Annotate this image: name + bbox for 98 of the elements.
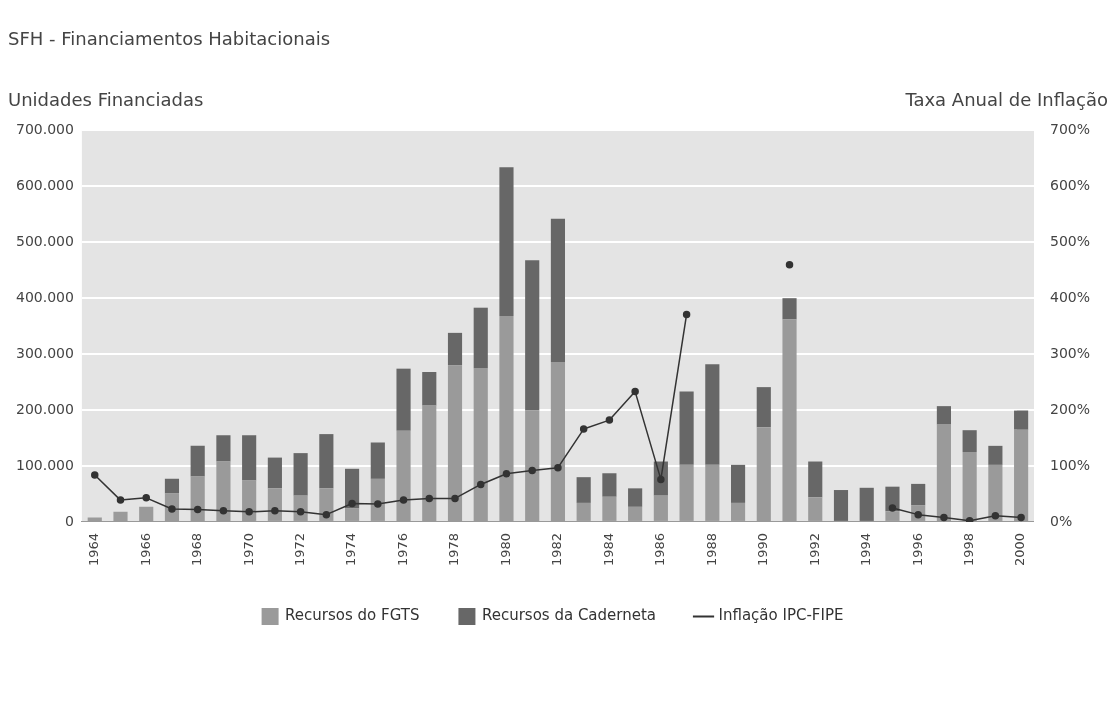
bar bbox=[808, 461, 823, 498]
y-tick-label: 700.000 bbox=[15, 121, 74, 138]
bar bbox=[396, 368, 411, 431]
bar bbox=[319, 434, 334, 489]
x-tick-label: 1972 bbox=[291, 532, 307, 567]
x-tick-label: 1992 bbox=[806, 532, 822, 567]
y2-tick-label: 0% bbox=[1049, 512, 1073, 529]
point bbox=[374, 500, 382, 508]
point bbox=[476, 480, 485, 489]
point bbox=[245, 508, 253, 516]
point bbox=[631, 387, 639, 396]
point bbox=[425, 494, 434, 503]
bar bbox=[190, 445, 205, 477]
bar bbox=[936, 406, 951, 425]
bar bbox=[422, 372, 437, 406]
x-tick-label: 1966 bbox=[137, 532, 153, 567]
point bbox=[528, 466, 536, 475]
bar bbox=[242, 435, 257, 481]
y2-axis-title: Taxa Anual de Inflação bbox=[905, 89, 1108, 110]
point bbox=[271, 506, 279, 515]
point bbox=[348, 499, 356, 508]
bar bbox=[164, 478, 180, 494]
x-tick-label: 1998 bbox=[961, 532, 977, 567]
point bbox=[682, 310, 691, 319]
y-tick-label: 0 bbox=[64, 512, 74, 529]
x-tick-label: 1968 bbox=[189, 532, 205, 567]
point bbox=[502, 470, 511, 478]
x-tick-label: 1988 bbox=[703, 532, 719, 567]
bar bbox=[756, 387, 771, 428]
bar bbox=[525, 260, 540, 411]
legend-label: Recursos do FGTS bbox=[285, 606, 420, 625]
x-tick-label: 1996 bbox=[909, 532, 925, 567]
y2-tick-label: 100% bbox=[1049, 456, 1091, 473]
y-axis-title: Unidades Financiadas bbox=[8, 89, 204, 110]
y-tick-label: 200.000 bbox=[15, 400, 74, 417]
point bbox=[785, 260, 794, 269]
bar bbox=[576, 477, 591, 503]
point bbox=[193, 505, 202, 514]
bar bbox=[730, 464, 746, 503]
y2-tick-label: 200% bbox=[1049, 400, 1091, 417]
bar bbox=[833, 490, 849, 521]
x-tick-label: 1976 bbox=[394, 532, 410, 567]
point bbox=[91, 471, 99, 479]
y2-tick-label: 600% bbox=[1049, 176, 1091, 193]
bar bbox=[550, 218, 566, 362]
bar bbox=[679, 391, 694, 465]
bar bbox=[267, 457, 282, 489]
bar bbox=[499, 167, 514, 317]
x-tick-label: 1986 bbox=[652, 532, 668, 567]
bar bbox=[988, 445, 1003, 465]
x-tick-label: 1994 bbox=[858, 532, 874, 567]
point bbox=[579, 425, 588, 433]
point bbox=[991, 512, 1000, 520]
point bbox=[451, 494, 459, 503]
y-tick-label: 500.000 bbox=[15, 232, 74, 249]
x-tick-label: 1982 bbox=[549, 532, 565, 567]
bar bbox=[1014, 410, 1029, 430]
bar bbox=[782, 298, 797, 320]
x-tick-label: 1980 bbox=[497, 532, 513, 567]
bar bbox=[473, 307, 488, 369]
bar bbox=[962, 430, 977, 452]
point bbox=[399, 496, 408, 504]
y-tick-label: 300.000 bbox=[15, 344, 74, 361]
point bbox=[554, 463, 562, 472]
bar bbox=[911, 483, 926, 506]
x-tick-label: 1978 bbox=[446, 532, 462, 567]
legend-label: Recursos da Caderneta bbox=[481, 606, 657, 625]
y2-tick-label: 300% bbox=[1049, 344, 1091, 361]
y2-tick-label: 400% bbox=[1049, 288, 1091, 305]
x-tick-label: 1974 bbox=[343, 532, 359, 567]
point bbox=[940, 513, 948, 522]
y-tick-label: 100.000 bbox=[15, 456, 74, 473]
bar bbox=[602, 473, 617, 497]
point bbox=[605, 416, 614, 424]
bar bbox=[628, 488, 643, 507]
x-tick-label: 1964 bbox=[86, 532, 102, 567]
y-tick-label: 400.000 bbox=[15, 288, 74, 305]
bar bbox=[705, 364, 720, 465]
y-tick-label: 600.000 bbox=[15, 176, 74, 193]
point bbox=[1017, 513, 1025, 522]
point bbox=[888, 504, 897, 512]
point bbox=[142, 494, 150, 502]
bar bbox=[859, 487, 874, 521]
point bbox=[219, 506, 228, 515]
x-tick-label: 1984 bbox=[600, 532, 616, 567]
y2-tick-label: 500% bbox=[1049, 232, 1091, 249]
legend-label: Inflação IPC-FIPE bbox=[718, 606, 844, 625]
point bbox=[116, 496, 125, 504]
point bbox=[322, 510, 331, 519]
y2-tick-label: 700% bbox=[1049, 121, 1091, 138]
chart-title: SFH - Financiamentos Habitacionais bbox=[8, 28, 332, 49]
x-tick-label: 1970 bbox=[240, 532, 256, 567]
bar bbox=[216, 435, 231, 462]
bar bbox=[447, 332, 463, 366]
x-tick-label: 2000 bbox=[1012, 532, 1028, 567]
bar bbox=[370, 442, 385, 479]
x-tick-label: 1990 bbox=[755, 532, 771, 567]
bar bbox=[293, 453, 308, 496]
